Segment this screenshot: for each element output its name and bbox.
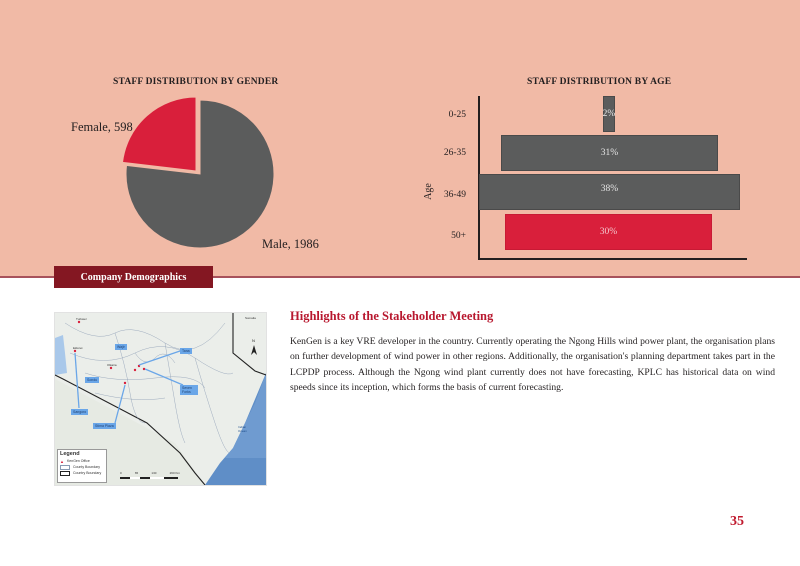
age-y-axis [478, 96, 480, 259]
age-bar-26-35: 31% [501, 135, 718, 171]
highlights-body: KenGen is a key VRE developer in the cou… [290, 336, 775, 393]
pie-slice-male [125, 99, 275, 249]
page-number: 35 [730, 514, 744, 529]
age-bar-0-25: 2% [603, 96, 615, 132]
legend-item-office: ▲ KenGen Office [60, 458, 90, 464]
map-label-olkaria: Olkaria [107, 363, 117, 367]
kengen-offices-map: Wajir Tana Sondu Sangoro Seven Forks Sti… [54, 312, 267, 486]
age-bar-50-plus: 30% [505, 214, 712, 250]
female-data-label: Female, 598 [71, 120, 133, 134]
map-label-wajir: Wajir [115, 344, 127, 350]
map-label-seven-forks: Seven Forks [180, 385, 198, 395]
country-boundary-swatch-icon [60, 470, 70, 476]
legend-item-country: Country Boundary [60, 470, 104, 476]
gender-pie [121, 96, 275, 249]
section-tab-label: Company Demographics [80, 271, 187, 283]
age-category-label: 36-49 [443, 190, 466, 200]
age-category-label: 50+ [451, 231, 466, 241]
bar-value-label: 2% [602, 109, 616, 119]
map-label-sondu: Sondu [85, 377, 100, 383]
legend-title: Legend [60, 451, 80, 457]
map-label-eldoret: Eldoret [73, 346, 83, 350]
legend-item-county: County Boundary [60, 464, 104, 470]
male-data-label: Male, 1986 [262, 237, 319, 251]
map-scale-bar: 0 65 130 260 Km [120, 471, 180, 475]
age-chart-title: STAFF DISTRIBUTION BY AGE [527, 77, 672, 87]
age-bar-36-49: 38% [479, 174, 740, 210]
north-arrow-icon: N [252, 338, 255, 343]
map-label-sangoro: Sangoro [71, 409, 89, 415]
county-boundary-swatch-icon [60, 464, 70, 470]
age-category-label: 0-25 [448, 110, 466, 120]
map-label-turkwel: Turkwel [76, 317, 87, 321]
office-marker-icon: ▲ [60, 458, 64, 464]
bar-value-label: 30% [599, 227, 618, 237]
gender-chart: STAFF DISTRIBUTION BY GENDER Female, 598… [0, 0, 400, 276]
map-label-stima-plaza: Stima Plaza [93, 423, 116, 429]
age-category-label: 26-35 [443, 148, 466, 158]
map-label-somalia: Somalia [245, 316, 256, 320]
highlights-heading: Highlights of the Stakeholder Meeting [290, 309, 494, 323]
section-tab-company-demographics: Company Demographics [54, 266, 213, 288]
bar-value-label: 38% [600, 184, 619, 194]
map-label-tana: Tana [180, 348, 192, 354]
pie-slice-female [121, 96, 197, 172]
map-label-indian-ocean: Indian Ocean [238, 425, 247, 433]
bar-value-label: 31% [600, 148, 619, 158]
age-x-axis [478, 258, 747, 260]
gender-chart-title: STAFF DISTRIBUTION BY GENDER [113, 77, 279, 87]
map-legend: Legend ▲ KenGen Office County Boundary C… [57, 449, 107, 483]
